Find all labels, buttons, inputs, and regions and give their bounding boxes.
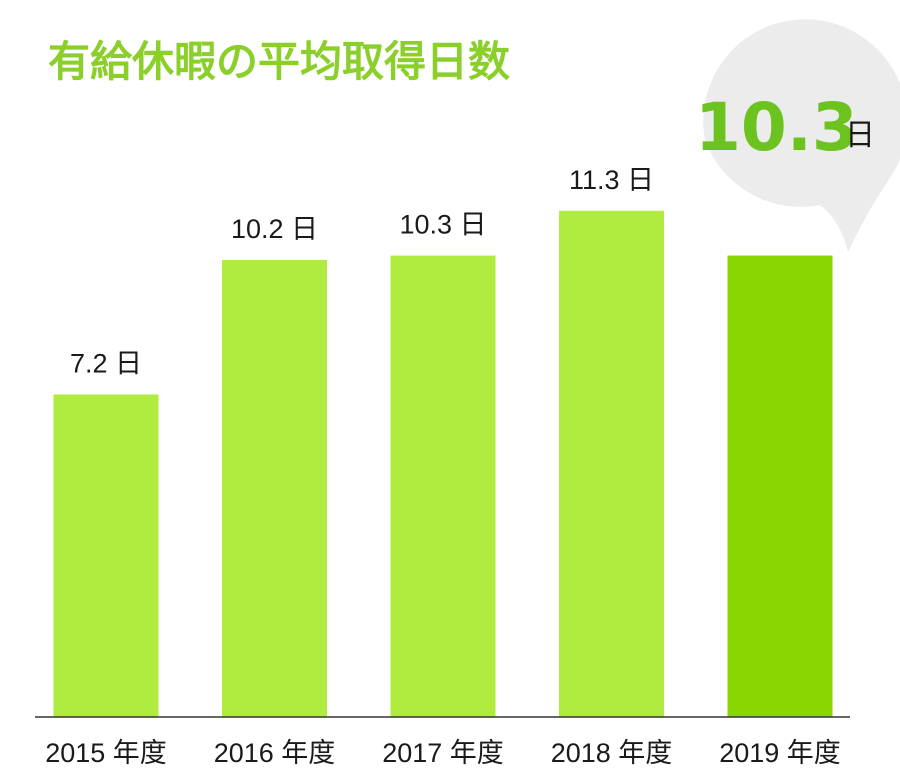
x-tick-label-1: 2015 年度 [45,738,167,768]
x-tick-label-3: 2017 年度 [382,738,504,768]
x-tick-labels: 2015 年度 2016 年度 2017 年度 2018 年度 2019 年度 [45,738,841,768]
value-label-3: 10.3 日 [399,210,486,240]
value-label-1: 7.2 日 [70,348,142,378]
highlight-unit: 日 [845,119,875,152]
callout-text: 10.3 日 [695,89,875,166]
value-labels: 7.2 日 10.2 日 10.3 日 11.3 日 [70,165,654,379]
bar-2 [222,260,327,717]
bar-5 [727,255,833,717]
highlight-value: 10.3 [695,89,858,166]
bars [53,210,833,717]
bar-4 [559,210,664,717]
x-tick-label-5: 2019 年度 [719,738,841,768]
callout-bubble [703,19,900,252]
value-label-2: 10.2 日 [231,214,318,244]
value-label-4: 11.3 日 [569,165,654,195]
chart-title: 有給休暇の平均取得日数 [48,37,510,86]
bar-1 [53,394,159,717]
x-tick-label-2: 2016 年度 [214,738,336,768]
highlight-callout [703,19,900,252]
x-tick-label-4: 2018 年度 [551,738,673,768]
bar-3 [390,255,496,717]
